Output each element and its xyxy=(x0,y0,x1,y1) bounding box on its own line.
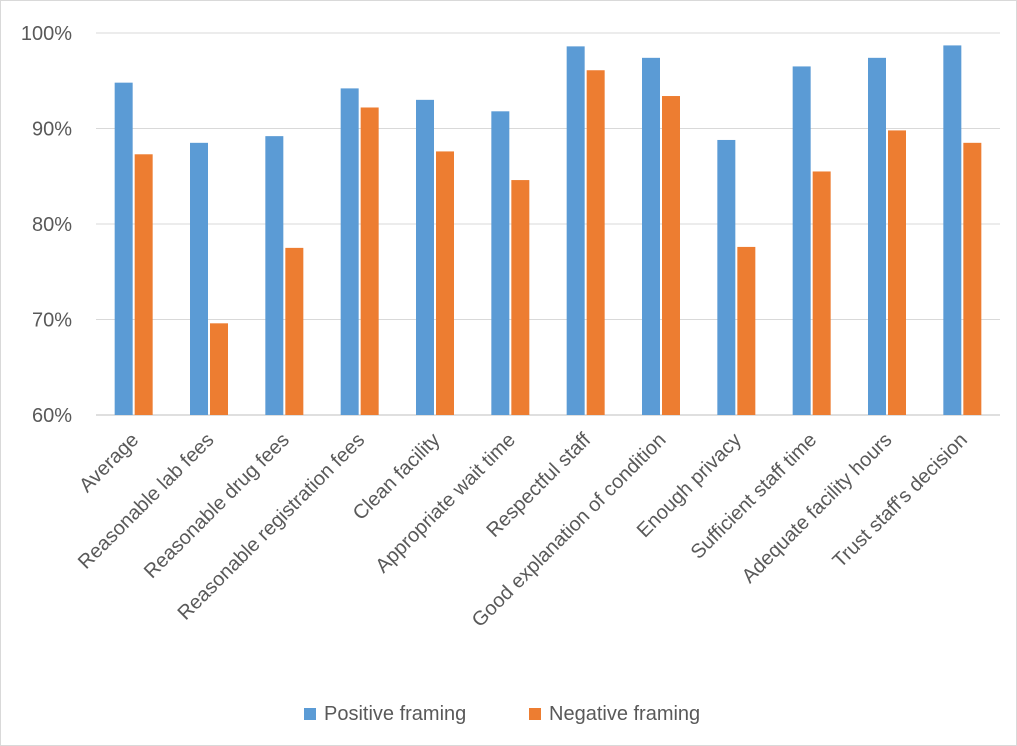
y-tick-label: 60% xyxy=(32,405,72,427)
bar-negative xyxy=(134,154,153,415)
x-category-label: Reasonable lab fees xyxy=(74,429,219,574)
legend-label: Positive framing xyxy=(324,703,466,725)
bar-positive xyxy=(717,139,736,415)
bar-negative xyxy=(888,130,906,415)
y-tick-label: 80% xyxy=(32,214,72,236)
bar-positive xyxy=(642,57,660,416)
bar-positive xyxy=(416,99,434,415)
bars xyxy=(114,45,982,416)
bar-positive xyxy=(114,82,133,415)
x-category-label: Average xyxy=(75,429,143,497)
bar-positive xyxy=(566,46,585,416)
y-tick-label: 90% xyxy=(32,119,72,141)
x-category-label: Trust staff's decision xyxy=(829,429,972,572)
legend-swatch xyxy=(304,708,316,720)
bar-negative xyxy=(737,246,756,415)
x-category-label: Reasonable drug fees xyxy=(140,429,294,583)
bar-negative xyxy=(586,70,605,416)
legend-swatch xyxy=(529,708,541,720)
x-category-label: Adequate facility hours xyxy=(738,429,897,588)
bar-negative xyxy=(662,96,680,415)
bar-negative xyxy=(360,107,379,416)
bar-positive xyxy=(340,88,359,415)
y-tick-label: 100% xyxy=(21,23,72,45)
y-tick-label: 70% xyxy=(32,310,72,332)
bar-positive xyxy=(190,142,208,415)
bar-negative xyxy=(511,180,530,415)
bar-negative xyxy=(963,142,982,415)
x-category-label: Sufficient staff time xyxy=(687,429,822,564)
bar-negative xyxy=(285,247,304,415)
bar-positive xyxy=(943,45,962,415)
bar-positive xyxy=(265,136,284,415)
legend-label: Negative framing xyxy=(549,703,700,725)
bar-negative xyxy=(812,171,831,415)
gridlines xyxy=(96,32,1000,416)
bar-positive xyxy=(491,111,510,415)
y-axis: 60% 70% 80% 90% 100% xyxy=(21,23,72,427)
x-category-label: Appropriate wait time xyxy=(371,429,519,577)
bar-positive xyxy=(792,66,811,416)
bar-positive xyxy=(868,57,886,416)
bar-negative xyxy=(210,323,228,415)
bar-negative xyxy=(436,151,454,416)
legend: Positive framing Negative framing xyxy=(304,703,700,725)
